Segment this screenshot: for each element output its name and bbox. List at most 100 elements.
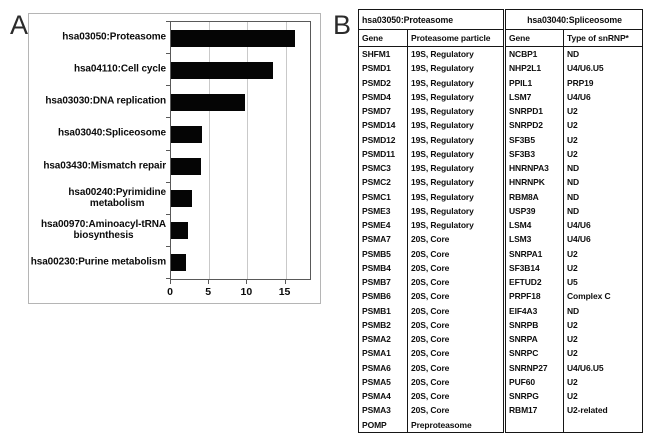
- snrnp-cell: U2: [562, 260, 643, 275]
- gene-cell: RBM8A: [509, 191, 539, 202]
- gene-cell: LSM7: [509, 91, 532, 102]
- table-title-row: hsa03040:Spliceosome: [505, 9, 643, 30]
- table-row: PSMA6 20S, Core: [359, 360, 504, 375]
- table-row: PUF60 U2: [506, 374, 643, 389]
- gene-column-header: Gene: [358, 29, 408, 47]
- table-row: HNRNPK ND: [506, 175, 643, 190]
- table-row: SNRPD1 U2: [506, 104, 643, 119]
- proteasome-table-title: hsa03050:Proteasome: [358, 9, 504, 30]
- bar: [171, 29, 295, 47]
- table-row: PSMB5 20S, Core: [359, 246, 504, 261]
- category-label: hsa00230:Purine metabolism: [30, 256, 166, 268]
- table-row: EFTUD2 U5: [506, 275, 643, 290]
- table-row: USP39 ND: [506, 203, 643, 218]
- table-row: PSMD12 19S, Regulatory: [359, 132, 504, 147]
- snrnp-cell: U2: [562, 118, 643, 133]
- snrnp-cell: U2-related: [562, 403, 643, 418]
- particle-cell: 19S, Regulatory: [406, 175, 504, 190]
- gene-cell: SNRPG: [509, 391, 539, 402]
- gene-cell: EIF4A3: [509, 305, 538, 316]
- x-tick-mark: [284, 280, 286, 284]
- table-row: RBM17 U2-related: [506, 403, 643, 418]
- snrnp-cell: U2: [562, 246, 643, 261]
- table-row: PSMC1 19S, Regulatory: [359, 189, 504, 204]
- table-row: PPIL1 PRP19: [506, 75, 643, 90]
- table-row: PSMB7 20S, Core: [359, 275, 504, 290]
- y-tick-mark: [166, 150, 170, 151]
- snrnp-cell: ND: [562, 189, 643, 204]
- table-row: PSMB6 20S, Core: [359, 289, 504, 304]
- spliceosome-table-body: NCBP1 ND NHP2L1 U4/U6.U5 PPIL1 PRP19 LSM7 U4/U6…: [506, 46, 643, 433]
- gene-cell: PSMD12: [362, 134, 396, 145]
- particle-cell: 19S, Regulatory: [406, 89, 504, 104]
- gene-cell: PSMB6: [362, 291, 391, 302]
- y-tick-mark: [166, 214, 170, 215]
- category-label: hsa04110:Cell cycle: [73, 63, 166, 75]
- table-row: PSMD1 19S, Regulatory: [359, 61, 504, 76]
- table-row: PSMC2 19S, Regulatory: [359, 175, 504, 190]
- table-row: PSMA1 20S, Core: [359, 346, 504, 361]
- x-tick-label: 5: [205, 286, 212, 298]
- gene-cell: PSMB5: [362, 248, 391, 259]
- snrnp-cell: U4/U6: [562, 218, 643, 233]
- particle-cell: 20S, Core: [406, 317, 504, 332]
- gene-cell: PSMB4: [362, 262, 391, 273]
- table-row: LSM7 U4/U6: [506, 89, 643, 104]
- bar: [171, 93, 246, 111]
- gene-cell: NCBP1: [509, 49, 538, 60]
- table-row: PSMD14 19S, Regulatory: [359, 118, 504, 133]
- particle-cell: 20S, Core: [406, 232, 504, 247]
- table-row: NHP2L1 U4/U6.U5: [506, 61, 643, 76]
- particle-cell: Preproteasome: [406, 417, 504, 433]
- particle-cell: 19S, Regulatory: [406, 218, 504, 233]
- particle-column-header: Proteasome particle: [406, 29, 504, 47]
- table-header-row: Gene Type of snRNP*: [505, 29, 643, 47]
- bar-chart: hsa03050:Proteasome hsa04110:Cell cycle hs…: [28, 13, 321, 304]
- gene-cell: PSMD11: [362, 148, 395, 159]
- bar: [171, 190, 193, 208]
- table-row: SNRPA1 U2: [506, 246, 643, 261]
- particle-cell: 19S, Regulatory: [406, 75, 504, 90]
- gene-cell: PSMC1: [362, 191, 391, 202]
- snrnp-cell: ND: [562, 203, 643, 218]
- table-row: SHFM1 19S, Regulatory: [359, 46, 504, 62]
- plot-area: [170, 21, 311, 280]
- gene-cell: POMP: [362, 419, 387, 430]
- gene-cell: PSMA4: [362, 391, 391, 402]
- particle-cell: 20S, Core: [406, 374, 504, 389]
- table-row: RBM8A ND: [506, 189, 643, 204]
- gene-cell: PSMA7: [362, 234, 391, 245]
- table-row: PSMA4 20S, Core: [359, 389, 504, 404]
- category-label: hsa03050:Proteasome: [62, 31, 166, 43]
- table-row: PSMC3 19S, Regulatory: [359, 161, 504, 176]
- category-label: hsa03030:DNA replication: [45, 95, 166, 107]
- table-row: HNRNPA3 ND: [506, 161, 643, 176]
- y-tick-mark: [166, 21, 170, 22]
- table-row: SNRPA U2: [506, 332, 643, 347]
- particle-cell: 19S, Regulatory: [406, 146, 504, 161]
- gene-cell: PSMC3: [362, 163, 391, 174]
- table-row: PSMB2 20S, Core: [359, 317, 504, 332]
- snrnp-cell: U4/U6: [562, 89, 643, 104]
- gene-cell: SHFM1: [362, 49, 391, 60]
- gridline: [285, 22, 287, 279]
- x-tick-mark: [208, 280, 210, 284]
- particle-cell: 20S, Core: [406, 360, 504, 375]
- category-label: hsa00240:Pyrimidine metabolism: [68, 186, 166, 209]
- table-row: POMP Preproteasome: [359, 417, 504, 433]
- y-tick-mark: [166, 278, 170, 279]
- gridline: [209, 22, 211, 279]
- table-row: PSMD2 19S, Regulatory: [359, 75, 504, 90]
- gridline: [247, 22, 249, 279]
- table-row: PSME4 19S, Regulatory: [359, 218, 504, 233]
- gene-cell: SF3B5: [509, 134, 535, 145]
- gene-cell: HNRNPA3: [509, 163, 549, 174]
- table-row: PSME3 19S, Regulatory: [359, 203, 504, 218]
- table-row: PSMD4 19S, Regulatory: [359, 89, 504, 104]
- snrnp-cell: [562, 417, 643, 433]
- snrnp-cell: U2: [562, 132, 643, 147]
- gene-cell: PPIL1: [509, 77, 533, 88]
- gene-cell: PSMB2: [362, 319, 391, 330]
- particle-cell: 20S, Core: [406, 303, 504, 318]
- snrnp-cell: U2: [562, 104, 643, 119]
